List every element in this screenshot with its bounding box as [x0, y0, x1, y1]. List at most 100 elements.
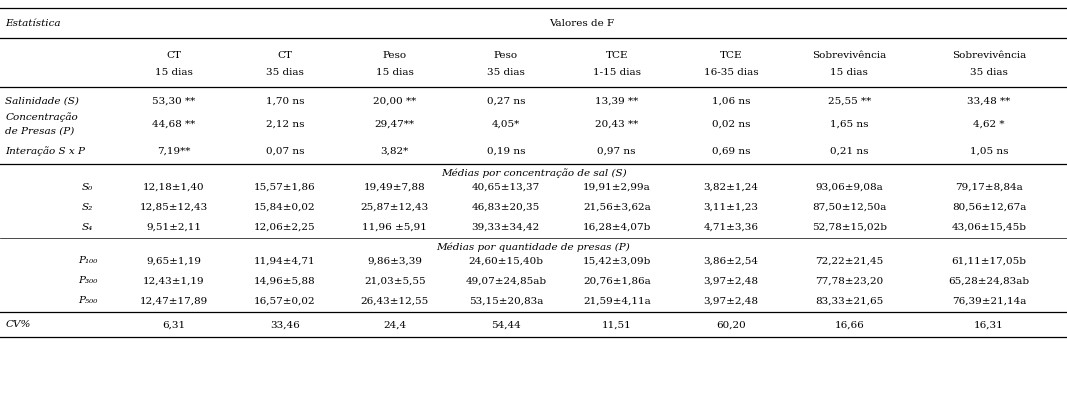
Text: Médias por quantidade de presas (P): Médias por quantidade de presas (P)	[436, 242, 631, 252]
Text: 49,07±24,85ab: 49,07±24,85ab	[465, 276, 546, 285]
Text: 15,57±1,86: 15,57±1,86	[254, 183, 316, 192]
Text: 6,31: 6,31	[162, 320, 186, 329]
Text: 16,66: 16,66	[834, 320, 864, 329]
Text: 16,57±0,02: 16,57±0,02	[254, 296, 316, 305]
Text: 20,76±1,86a: 20,76±1,86a	[583, 276, 651, 285]
Text: 4,62 *: 4,62 *	[973, 120, 1005, 129]
Text: 35 dias: 35 dias	[487, 68, 525, 77]
Text: S₀: S₀	[82, 183, 93, 192]
Text: de Presas (P): de Presas (P)	[5, 127, 75, 136]
Text: 54,44: 54,44	[491, 320, 521, 329]
Text: 2,12 ns: 2,12 ns	[266, 120, 304, 129]
Text: 72,22±21,45: 72,22±21,45	[815, 256, 883, 265]
Text: 12,43±1,19: 12,43±1,19	[143, 276, 205, 285]
Text: 0,02 ns: 0,02 ns	[712, 120, 750, 129]
Text: Peso: Peso	[383, 51, 407, 60]
Text: 0,27 ns: 0,27 ns	[487, 97, 525, 106]
Text: 29,47**: 29,47**	[375, 120, 415, 129]
Text: 0,21 ns: 0,21 ns	[830, 147, 869, 156]
Text: 40,65±13,37: 40,65±13,37	[472, 183, 540, 192]
Text: 4,05*: 4,05*	[492, 120, 520, 129]
Text: 53,15±20,83a: 53,15±20,83a	[468, 296, 543, 305]
Text: 80,56±12,67a: 80,56±12,67a	[952, 203, 1026, 212]
Text: 1,70 ns: 1,70 ns	[266, 97, 304, 106]
Text: 1-15 dias: 1-15 dias	[593, 68, 640, 77]
Text: 33,46: 33,46	[270, 320, 300, 329]
Text: Médias por concentração de sal (S): Médias por concentração de sal (S)	[441, 169, 626, 178]
Text: 33,48 **: 33,48 **	[968, 97, 1010, 106]
Text: P₅₀₀: P₅₀₀	[78, 296, 97, 305]
Text: 16-35 dias: 16-35 dias	[703, 68, 759, 77]
Text: 0,19 ns: 0,19 ns	[487, 147, 525, 156]
Text: 3,86±2,54: 3,86±2,54	[703, 256, 759, 265]
Text: 9,65±1,19: 9,65±1,19	[146, 256, 202, 265]
Text: 16,28±4,07b: 16,28±4,07b	[583, 223, 651, 232]
Text: 93,06±9,08a: 93,06±9,08a	[815, 183, 883, 192]
Text: 21,59±4,11a: 21,59±4,11a	[583, 296, 651, 305]
Text: TCE: TCE	[719, 51, 743, 60]
Text: 26,43±12,55: 26,43±12,55	[361, 296, 429, 305]
Text: 1,06 ns: 1,06 ns	[712, 97, 750, 106]
Text: 19,91±2,99a: 19,91±2,99a	[583, 183, 651, 192]
Text: Salinidade (S): Salinidade (S)	[5, 97, 79, 106]
Text: 25,87±12,43: 25,87±12,43	[361, 203, 429, 212]
Text: 15 dias: 15 dias	[376, 68, 414, 77]
Text: 20,00 **: 20,00 **	[373, 97, 416, 106]
Text: 12,85±12,43: 12,85±12,43	[140, 203, 208, 212]
Text: 61,11±17,05b: 61,11±17,05b	[952, 256, 1026, 265]
Text: 9,86±3,39: 9,86±3,39	[367, 256, 423, 265]
Text: P₃₀₀: P₃₀₀	[78, 276, 97, 285]
Text: 83,33±21,65: 83,33±21,65	[815, 296, 883, 305]
Text: 3,97±2,48: 3,97±2,48	[703, 276, 759, 285]
Text: 21,03±5,55: 21,03±5,55	[364, 276, 426, 285]
Text: Concentração: Concentração	[5, 113, 78, 122]
Text: 3,11±1,23: 3,11±1,23	[703, 203, 759, 212]
Text: P₁₀₀: P₁₀₀	[78, 256, 97, 265]
Text: 19,49±7,88: 19,49±7,88	[364, 183, 426, 192]
Text: 52,78±15,02b: 52,78±15,02b	[812, 223, 887, 232]
Text: 79,17±8,84a: 79,17±8,84a	[955, 183, 1023, 192]
Text: 60,20: 60,20	[716, 320, 746, 329]
Text: 16,31: 16,31	[974, 320, 1004, 329]
Text: 3,82±1,24: 3,82±1,24	[703, 183, 759, 192]
Text: Peso: Peso	[494, 51, 517, 60]
Text: 24,60±15,40b: 24,60±15,40b	[468, 256, 543, 265]
Text: Sobrevivência: Sobrevivência	[952, 51, 1026, 60]
Text: 7,19**: 7,19**	[157, 147, 191, 156]
Text: 87,50±12,50a: 87,50±12,50a	[812, 203, 887, 212]
Text: 76,39±21,14a: 76,39±21,14a	[952, 296, 1026, 305]
Text: 0,97 ns: 0,97 ns	[598, 147, 636, 156]
Text: 14,96±5,88: 14,96±5,88	[254, 276, 316, 285]
Text: 13,39 **: 13,39 **	[595, 97, 638, 106]
Text: CT: CT	[166, 51, 181, 60]
Text: S₄: S₄	[82, 223, 93, 232]
Text: 15,42±3,09b: 15,42±3,09b	[583, 256, 651, 265]
Text: 3,82*: 3,82*	[381, 147, 409, 156]
Text: 3,97±2,48: 3,97±2,48	[703, 296, 759, 305]
Text: 11,94±4,71: 11,94±4,71	[254, 256, 316, 265]
Text: 25,55 **: 25,55 **	[828, 97, 871, 106]
Text: 35 dias: 35 dias	[266, 68, 304, 77]
Text: 1,05 ns: 1,05 ns	[970, 147, 1008, 156]
Text: 77,78±23,20: 77,78±23,20	[815, 276, 883, 285]
Text: 46,83±20,35: 46,83±20,35	[472, 203, 540, 212]
Text: TCE: TCE	[605, 51, 628, 60]
Text: 44,68 **: 44,68 **	[153, 120, 195, 129]
Text: CV%: CV%	[5, 320, 31, 329]
Text: 15 dias: 15 dias	[830, 68, 869, 77]
Text: CT: CT	[277, 51, 292, 60]
Text: 65,28±24,83ab: 65,28±24,83ab	[949, 276, 1030, 285]
Text: Sobrevivência: Sobrevivência	[812, 51, 887, 60]
Text: Estatística: Estatística	[5, 20, 61, 28]
Text: 43,06±15,45b: 43,06±15,45b	[952, 223, 1026, 232]
Text: 11,51: 11,51	[602, 320, 632, 329]
Text: 53,30 **: 53,30 **	[153, 97, 195, 106]
Text: 20,43 **: 20,43 **	[595, 120, 638, 129]
Text: 0,07 ns: 0,07 ns	[266, 147, 304, 156]
Text: 12,47±17,89: 12,47±17,89	[140, 296, 208, 305]
Text: 12,18±1,40: 12,18±1,40	[143, 183, 205, 192]
Text: 39,33±34,42: 39,33±34,42	[472, 223, 540, 232]
Text: Valores de F: Valores de F	[548, 20, 615, 28]
Text: 12,06±2,25: 12,06±2,25	[254, 223, 316, 232]
Text: 0,69 ns: 0,69 ns	[712, 147, 750, 156]
